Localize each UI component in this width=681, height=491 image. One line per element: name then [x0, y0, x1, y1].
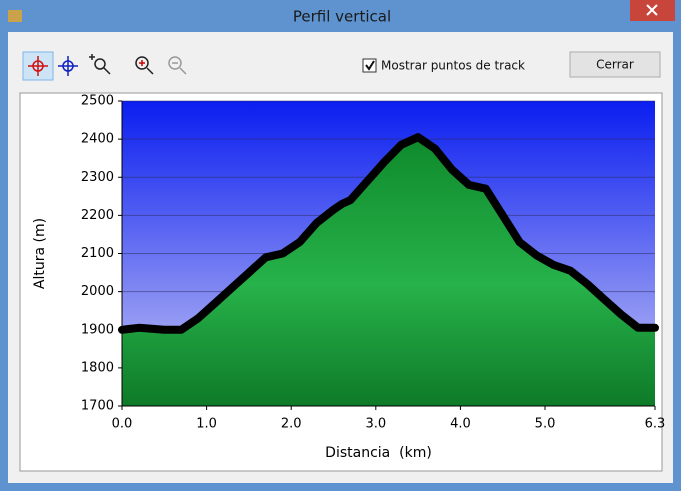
- x-tick-label: 2.0: [281, 417, 302, 432]
- y-tick-label: 2400: [81, 132, 114, 147]
- y-axis-label: Altura (m): [32, 218, 48, 289]
- y-tick-label: 1800: [81, 360, 114, 375]
- app-icon: [8, 10, 22, 22]
- window-title: Perfil vertical: [293, 8, 391, 26]
- x-axis-label: Distancia (km): [325, 445, 432, 461]
- icon[interactable]: [58, 56, 78, 76]
- y-tick-label: 1700: [81, 399, 114, 414]
- button-label: Cerrar: [596, 58, 634, 72]
- close-icon: [646, 4, 658, 16]
- chart: 1700 1800 1900 2000 2100 2200 2300 2400 2500 0.0 1…: [32, 94, 665, 462]
- zoom-out-icon[interactable]: [168, 56, 187, 75]
- y-tick-label: 2300: [81, 170, 114, 185]
- y-tick-label: 2000: [81, 284, 114, 299]
- y-tick-label: 2200: [81, 208, 114, 223]
- checkbox-label[interactable]: Mostrar puntos de track: [381, 59, 525, 73]
- close-dialog-button[interactable]: [569, 51, 661, 78]
- x-tick-label: 3.0: [365, 417, 386, 432]
- x-tick-label: 0.0: [112, 417, 133, 432]
- y-tick-label: 2100: [81, 246, 114, 261]
- area: [122, 137, 655, 406]
- checkmark: [365, 60, 375, 71]
- y-tick-label: 2500: [81, 94, 114, 109]
- icon: [28, 56, 48, 76]
- y-tick-label: 1900: [81, 322, 114, 337]
- x-tick-label: 1.0: [196, 417, 217, 432]
- x-tick-label: 6.3: [645, 417, 666, 432]
- zoom-in-icon[interactable]: [135, 56, 154, 75]
- x-tick-label: 5.0: [535, 417, 556, 432]
- x-tick-label: 4.0: [450, 417, 471, 432]
- track-line: [118, 133, 659, 334]
- zoom-box-icon[interactable]: [89, 54, 111, 75]
